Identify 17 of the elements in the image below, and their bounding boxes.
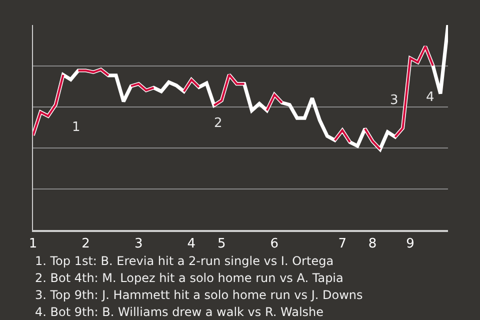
- x-tick-label: 9: [406, 236, 414, 252]
- annotation: 3: [390, 93, 398, 108]
- annotation: 4: [426, 90, 434, 105]
- text: 3. Top 9th: J. Hammett hit a solo home run vs J. Downs: [35, 288, 363, 302]
- annotation: 1: [72, 120, 80, 135]
- text: 1. Top 1st: B. Erevia hit a 2-run single vs I. Ortega: [35, 254, 334, 268]
- text: 2. Bot 4th: M. Lopez hit a solo home run vs A. Tapia: [35, 271, 344, 285]
- x-tick-label: 1: [28, 236, 38, 252]
- x-tick-label: 2: [82, 236, 90, 252]
- x-tick-label: 7: [338, 236, 346, 252]
- x-tick-label: 3: [134, 236, 143, 252]
- x-tick-label: 6: [270, 236, 279, 252]
- x-tick-label: 4: [187, 236, 196, 252]
- x-tick-label: 8: [368, 236, 377, 252]
- text: 4. Bot 9th: B. Williams drew a walk vs R. Walshe: [35, 305, 324, 319]
- annotation: 2: [214, 116, 222, 131]
- x-tick-label: 5: [218, 236, 226, 252]
